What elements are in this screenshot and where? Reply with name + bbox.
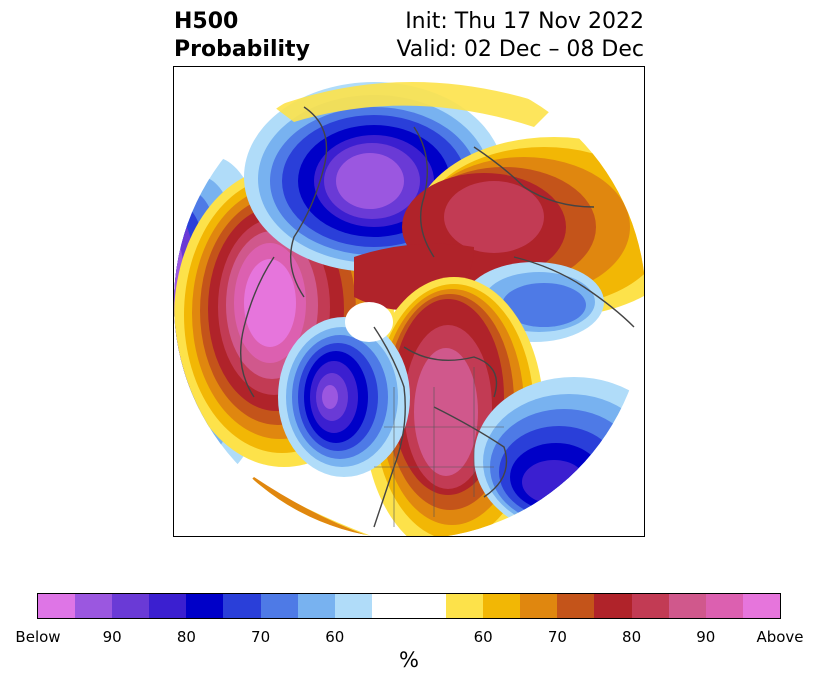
map-svg [174, 67, 644, 536]
colorbar-tick-label: 90 [102, 628, 122, 646]
colorbar-tick-label: 60 [473, 628, 493, 646]
colorbar-segment [149, 594, 187, 618]
date-title: Init: Thu 17 Nov 2022 Valid: 02 Dec – 08… [396, 8, 644, 64]
probability-map [173, 66, 645, 537]
anomaly-below-alaska [278, 317, 410, 477]
colorbar-segment [112, 594, 150, 618]
colorbar-tick-label: 70 [547, 628, 567, 646]
colorbar-segment [334, 594, 372, 618]
colorbar [37, 593, 781, 619]
colorbar-segment [186, 594, 224, 618]
field-title-line1: H500 [174, 9, 239, 34]
field-title: H500 Probability [174, 8, 310, 64]
colorbar-segment [631, 594, 669, 618]
colorbar-segment [705, 594, 743, 618]
colorbar-segment [668, 594, 706, 618]
colorbar-segment [483, 594, 521, 618]
coastlines [239, 106, 635, 528]
borders [374, 367, 504, 527]
colorbar-segment [260, 594, 298, 618]
colorbar-segment [520, 594, 558, 618]
colorbar-unit: % [399, 648, 419, 672]
colorbar-tick-label: 80 [622, 628, 642, 646]
colorbar-tick-label: 60 [325, 628, 345, 646]
valid-range: Valid: 02 Dec – 08 Dec [396, 37, 644, 62]
colorbar-tick-label: 80 [176, 628, 196, 646]
colorbar-tick-label: 90 [696, 628, 716, 646]
colorbar-segment [297, 594, 335, 618]
colorbar-segment [446, 594, 484, 618]
colorbar-segment [38, 594, 76, 618]
colorbar-tick-label: Below [15, 628, 61, 646]
colorbar-segment [371, 594, 447, 618]
colorbar-segment [75, 594, 113, 618]
colorbar-segment [557, 594, 595, 618]
colorbar-tick-label: Above [756, 628, 804, 646]
field-title-line2: Probability [174, 37, 310, 62]
colorbar-segment [742, 594, 780, 618]
colorbar-segment [223, 594, 261, 618]
colorbar-segment [594, 594, 632, 618]
colorbar-tick-label: 70 [251, 628, 271, 646]
init-date: Init: Thu 17 Nov 2022 [405, 9, 644, 34]
